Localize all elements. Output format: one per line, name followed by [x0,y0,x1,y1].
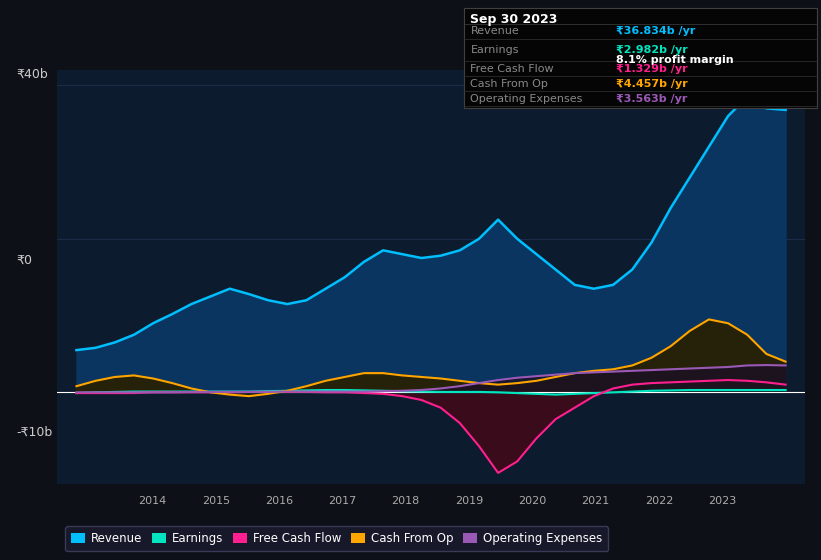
Legend: Revenue, Earnings, Free Cash Flow, Cash From Op, Operating Expenses: Revenue, Earnings, Free Cash Flow, Cash … [65,526,608,551]
Text: ₹0: ₹0 [16,254,32,267]
Text: 2017: 2017 [328,496,356,506]
Text: ₹1.329b /yr: ₹1.329b /yr [616,64,687,73]
Text: Operating Expenses: Operating Expenses [470,94,583,104]
Text: ₹3.563b /yr: ₹3.563b /yr [616,94,687,104]
Text: ₹4.457b /yr: ₹4.457b /yr [616,79,687,88]
Text: 2020: 2020 [518,496,547,506]
Text: 8.1% profit margin: 8.1% profit margin [616,55,733,66]
Text: ₹36.834b /yr: ₹36.834b /yr [616,26,695,36]
Text: 2022: 2022 [644,496,673,506]
Text: 2018: 2018 [392,496,420,506]
Text: Revenue: Revenue [470,26,519,36]
Text: Earnings: Earnings [470,45,519,55]
Text: 2015: 2015 [202,496,230,506]
Text: -₹10b: -₹10b [16,426,53,439]
Text: Free Cash Flow: Free Cash Flow [470,64,554,73]
Text: 2023: 2023 [709,496,736,506]
Text: Sep 30 2023: Sep 30 2023 [470,13,557,26]
Text: 2021: 2021 [581,496,610,506]
Text: ₹40b: ₹40b [16,68,48,81]
Text: 2014: 2014 [138,496,167,506]
Text: ₹2.982b /yr: ₹2.982b /yr [616,45,687,55]
Text: 2019: 2019 [455,496,483,506]
Text: Cash From Op: Cash From Op [470,79,548,88]
Text: 2016: 2016 [265,496,293,506]
